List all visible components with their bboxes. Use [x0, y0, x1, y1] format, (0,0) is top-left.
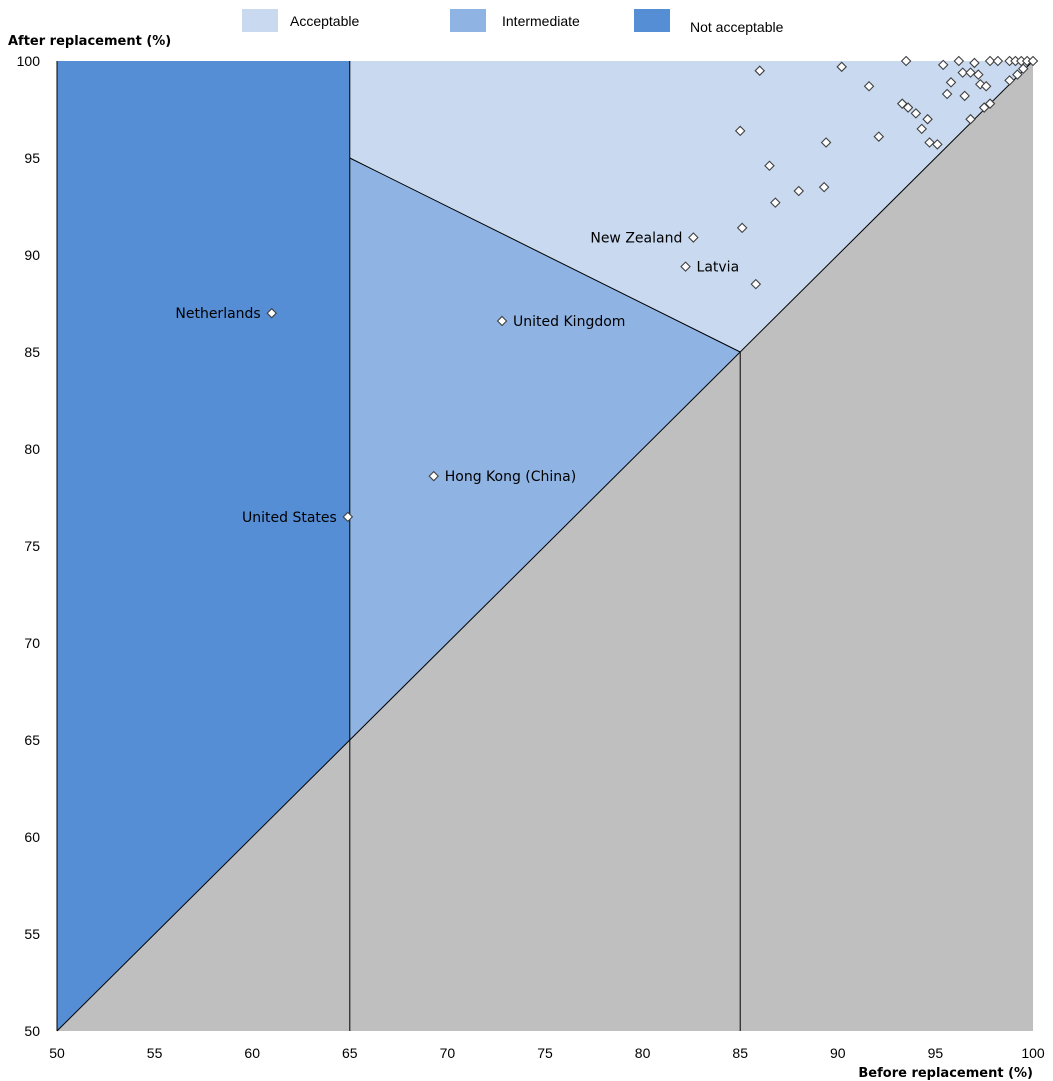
data-point: [734, 125, 746, 137]
data-point-labeled: [688, 232, 699, 243]
data-point: [863, 80, 875, 92]
data-point: [922, 113, 933, 125]
data-point-labeled: [342, 511, 354, 523]
y-tick-label: 50: [24, 1023, 40, 1039]
x-tick-label: 65: [342, 1045, 358, 1061]
data-point: [984, 98, 996, 109]
data-point: [965, 67, 976, 78]
data-point: [953, 55, 965, 67]
point-label: United Kingdom: [513, 314, 625, 330]
y-tick-label: 85: [24, 344, 40, 360]
data-point: [736, 222, 748, 234]
intermediate-boundary-line: [349, 157, 741, 353]
data-point: [818, 181, 830, 193]
x-tick-label: 55: [147, 1045, 163, 1061]
point-label: Hong Kong (China): [445, 469, 576, 485]
data-point: [754, 65, 765, 76]
data-point: [1027, 55, 1039, 67]
data-point: [992, 55, 1004, 67]
data-point: [924, 137, 935, 148]
data-point: [945, 77, 957, 88]
data-point: [1012, 69, 1023, 80]
data-point: [973, 69, 984, 80]
region-not-acceptable: [57, 61, 350, 1031]
data-point-labeled: [496, 315, 508, 327]
data-point: [957, 67, 969, 78]
data-point: [959, 90, 970, 102]
data-point: [932, 139, 943, 150]
y-tick-label: 70: [24, 635, 40, 651]
point-labels: Netherlands United Kingdom Hong Kong (Chin…: [175, 231, 739, 526]
data-point: [793, 185, 805, 197]
data-point: [900, 55, 912, 67]
point-label: New Zealand: [590, 231, 682, 247]
data-point: [836, 61, 847, 73]
legend-swatch: [242, 9, 278, 32]
point-label: United States: [242, 510, 337, 526]
data-point: [965, 113, 976, 125]
legend-label: Not acceptable: [690, 19, 784, 35]
x-tick-label: 80: [635, 1045, 651, 1061]
data-point: [937, 59, 949, 71]
point-label: Latvia: [697, 260, 740, 276]
data-point: [770, 197, 781, 208]
legend-swatch: [450, 9, 486, 32]
data-point: [916, 123, 928, 135]
x-tick-label: 85: [732, 1045, 748, 1061]
region-acceptable: [349, 61, 1033, 352]
y-axis-ticks: 50 55 60 65 70 75 80 85 90 95 100: [17, 53, 41, 1039]
y-tick-label: 90: [24, 247, 40, 263]
y-tick-label: 65: [24, 732, 40, 748]
x-axis-title: Before replacement (%): [858, 1066, 1033, 1081]
data-point-labeled: [680, 261, 691, 272]
x-tick-label: 100: [1021, 1045, 1045, 1061]
diagonal-line: [56, 60, 1034, 1032]
data-point: [1017, 63, 1029, 75]
data-point: [1004, 75, 1015, 86]
data-point: [902, 102, 914, 113]
data-point-labeled: [266, 307, 277, 319]
y-tick-label: 60: [24, 829, 40, 845]
data-point: [910, 108, 922, 119]
data-point-labeled: [428, 470, 440, 482]
y-tick-label: 100: [17, 53, 41, 69]
y-tick-label: 55: [24, 926, 40, 942]
y-tick-label: 75: [24, 538, 40, 554]
data-point: [980, 80, 992, 92]
x-tick-label: 90: [830, 1045, 846, 1061]
x-tick-label: 95: [928, 1045, 944, 1061]
x-tick-label: 70: [440, 1045, 456, 1061]
y-tick-label: 95: [24, 150, 40, 166]
data-point: [750, 278, 762, 290]
x-axis-ticks: 50 55 60 65 70 75 80 85 90 95 100: [49, 1045, 1045, 1061]
point-label: Netherlands: [175, 306, 260, 322]
reference-lines: [56, 60, 1034, 1032]
legend-label: Acceptable: [290, 13, 359, 29]
legend-swatch: [634, 9, 670, 32]
y-tick-label: 80: [24, 441, 40, 457]
data-point: [984, 55, 996, 67]
data-point: [941, 88, 953, 100]
x-tick-label: 60: [244, 1045, 260, 1061]
y-axis-title: After replacement (%): [8, 34, 171, 49]
data-point: [820, 137, 832, 148]
legend-label: Intermediate: [502, 13, 580, 29]
legend: Acceptable Intermediate Not acceptable: [242, 9, 784, 35]
x-tick-label: 50: [49, 1045, 65, 1061]
data-points: [266, 55, 1039, 523]
data-point: [873, 131, 885, 142]
data-point: [764, 160, 775, 172]
data-point: [969, 57, 980, 69]
x-tick-label: 75: [537, 1045, 553, 1061]
